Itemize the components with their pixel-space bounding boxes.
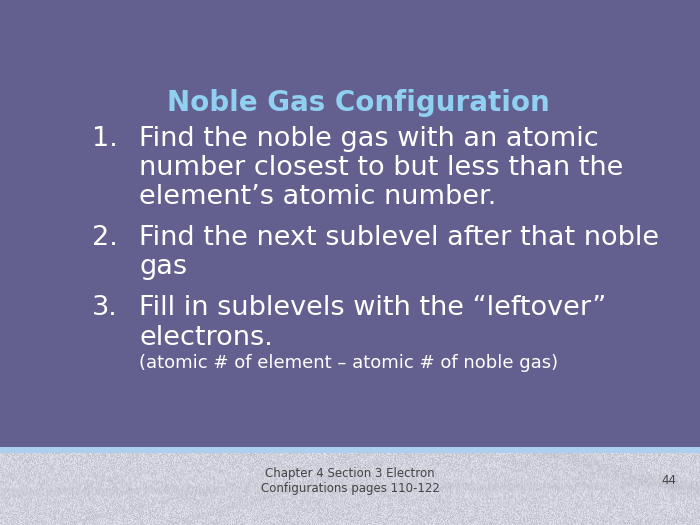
Text: number closest to but less than the: number closest to but less than the (139, 155, 624, 181)
Text: element’s atomic number.: element’s atomic number. (139, 184, 496, 210)
Text: Find the next sublevel after that noble: Find the next sublevel after that noble (139, 225, 659, 251)
Text: (atomic # of element – atomic # of noble gas): (atomic # of element – atomic # of noble… (139, 354, 558, 372)
Text: 44: 44 (661, 475, 676, 487)
Text: Chapter 4 Section 3 Electron
Configurations pages 110-122: Chapter 4 Section 3 Electron Configurati… (260, 467, 440, 495)
Text: Noble Gas Configuration: Noble Gas Configuration (167, 89, 550, 117)
Text: Fill in sublevels with the “leftover”: Fill in sublevels with the “leftover” (139, 296, 606, 321)
Text: 3.: 3. (92, 296, 118, 321)
Text: electrons.: electrons. (139, 324, 273, 351)
Text: Find the noble gas with an atomic: Find the noble gas with an atomic (139, 125, 598, 152)
Text: 1.: 1. (92, 125, 118, 152)
Text: gas: gas (139, 254, 187, 280)
Text: 2.: 2. (92, 225, 118, 251)
